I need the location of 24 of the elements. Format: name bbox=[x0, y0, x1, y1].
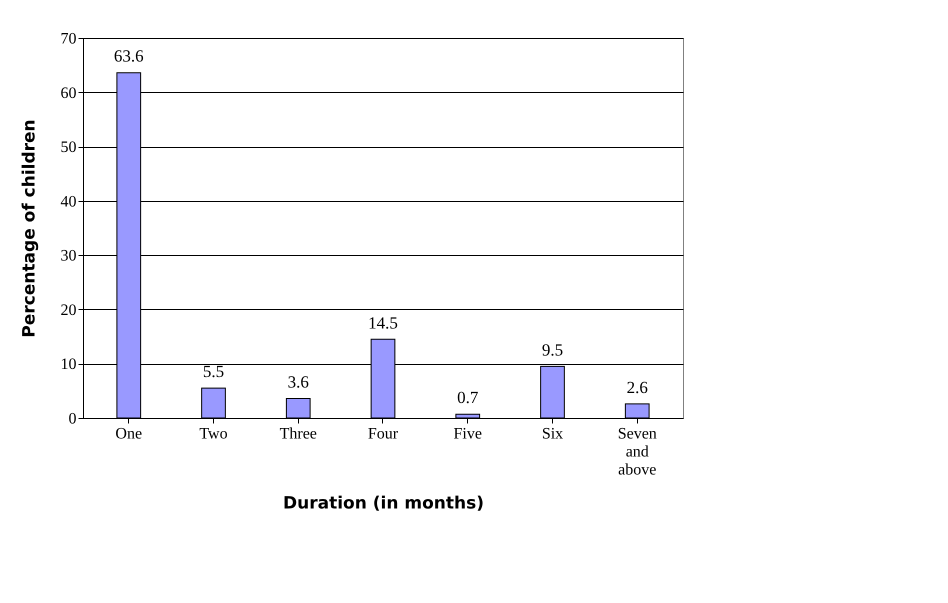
x-tick-label: Five bbox=[454, 426, 482, 442]
x-tick-label: Two bbox=[199, 426, 228, 442]
data-label: 63.6 bbox=[114, 46, 144, 66]
x-tick-label: Six bbox=[542, 426, 564, 442]
x-tick-label: Seven and above bbox=[618, 426, 657, 478]
y-tick-label: 60 bbox=[60, 84, 76, 102]
data-label: 2.6 bbox=[626, 378, 648, 397]
x-axis-title: Duration (in months) bbox=[283, 494, 484, 514]
y-tick-label: 70 bbox=[60, 30, 76, 48]
y-tick-label: 10 bbox=[60, 356, 76, 374]
data-label: 9.5 bbox=[542, 340, 564, 360]
data-label: 3.6 bbox=[288, 372, 309, 392]
y-tick-label: 40 bbox=[60, 193, 76, 210]
y-axis-title: Percentage of children bbox=[20, 119, 40, 338]
data-label: 14.5 bbox=[368, 313, 398, 332]
y-tick-label: 0 bbox=[68, 410, 76, 428]
x-tick-label: Four bbox=[368, 426, 399, 442]
y-tick-label: 30 bbox=[60, 248, 76, 265]
x-tick-label: Three bbox=[280, 426, 317, 442]
y-tick-label: 50 bbox=[60, 139, 76, 156]
x-tick-label: One bbox=[115, 426, 142, 442]
y-tick-label: 20 bbox=[60, 302, 76, 319]
data-label: 0.7 bbox=[457, 388, 479, 408]
data-label: 5.5 bbox=[202, 362, 224, 382]
